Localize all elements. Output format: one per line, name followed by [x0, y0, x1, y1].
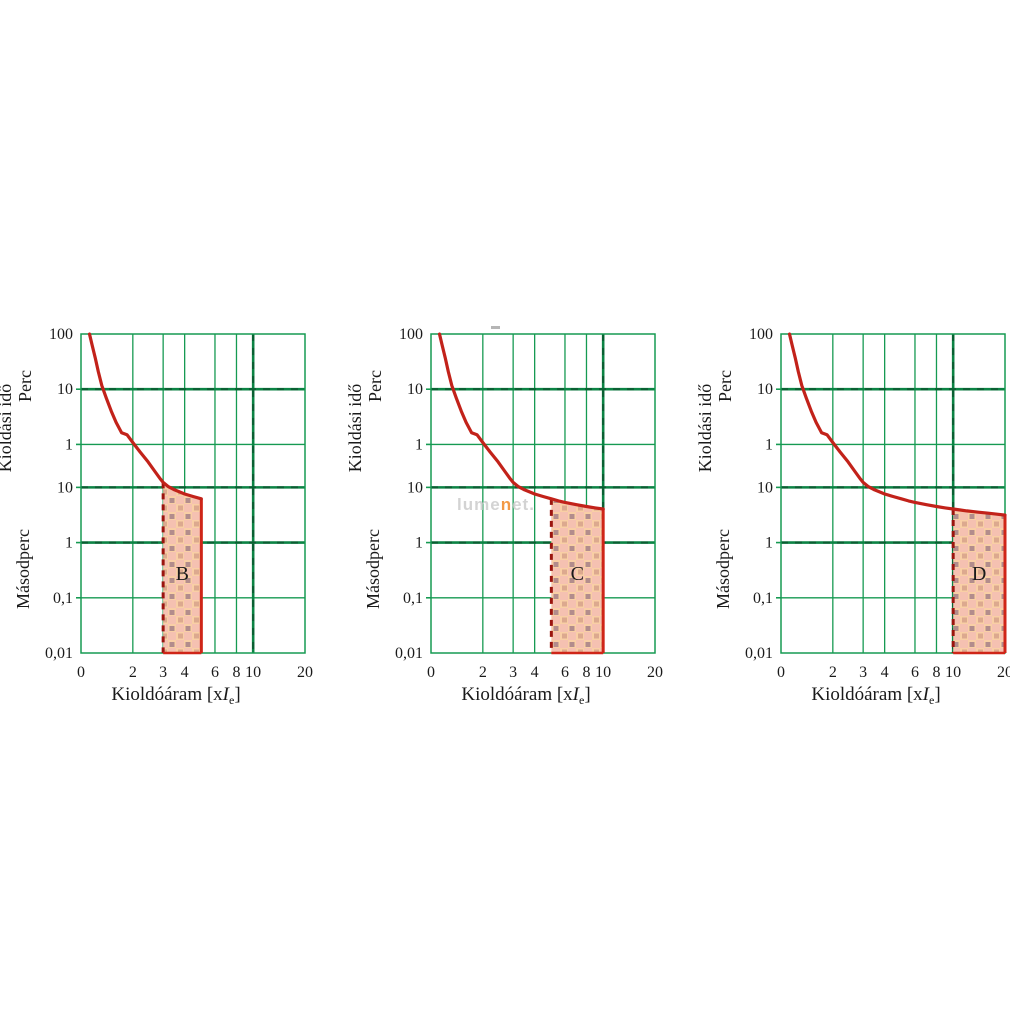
x-tick-label: 2: [479, 664, 487, 681]
y-tick-label: 0,01: [745, 645, 773, 662]
x-tick-label: 3: [509, 664, 517, 681]
x-tick-label: 20: [647, 664, 663, 681]
y-axis-unit-seconds: Másodperc: [713, 529, 733, 609]
y-tick-label: 0,1: [753, 590, 773, 607]
y-axis-unit-minutes: Perc: [365, 370, 385, 402]
y-tick-label: 1: [765, 436, 773, 453]
x-tick-label: 20: [997, 664, 1010, 681]
y-tick-label: 10: [57, 479, 73, 496]
tolerance-band: [953, 509, 1005, 653]
x-tick-label: 3: [159, 664, 167, 681]
y-tick-label: 100: [49, 326, 73, 343]
y-axis-title: Kioldási idő: [345, 384, 365, 473]
trip-curve: [437, 332, 605, 511]
watermark-text-highlight: n: [500, 495, 513, 514]
x-tick-label: 0: [77, 664, 85, 681]
band-label: C: [571, 563, 584, 585]
x-tick-label: 10: [945, 664, 961, 681]
y-tick-label: 10: [57, 381, 73, 398]
chart-B: B 0 2 3 4 6 8 10 20 100 10 1 10 1 0,1 0,01 Kioldóáram [x…: [0, 326, 313, 707]
y-tick-label: 1: [765, 535, 773, 552]
x-tick-label: 0: [777, 664, 785, 681]
x-tick-label: 0: [427, 664, 435, 681]
y-tick-label: 10: [407, 479, 423, 496]
x-tick-label: 6: [561, 664, 569, 681]
x-tick-label: 10: [595, 664, 611, 681]
tolerance-band: [551, 498, 604, 653]
chart-D: D 0 2 3 4 6 8 10 20 100 10 1 10 1 0,1 0,01 Kioldóáram [x…: [695, 326, 1010, 707]
x-axis-title: Kioldóáram [xIe]: [461, 684, 590, 707]
y-tick-label: 1: [65, 535, 73, 552]
scan-artifact-dash: [491, 326, 500, 329]
watermark-text-before: lume: [457, 495, 501, 514]
x-tick-label: 20: [297, 664, 313, 681]
x-tick-label: 2: [829, 664, 837, 681]
y-tick-label: 10: [757, 479, 773, 496]
y-tick-label: 1: [415, 436, 423, 453]
y-axis-title: Kioldási idő: [0, 384, 15, 473]
watermark: lumenet.: [457, 495, 535, 515]
x-tick-label: 4: [881, 664, 889, 681]
watermark-text-after: et.: [512, 495, 535, 514]
x-tick-label: 8: [232, 664, 240, 681]
x-tick-label: 3: [859, 664, 867, 681]
x-tick-label: 6: [211, 664, 219, 681]
y-tick-label: 1: [65, 436, 73, 453]
x-tick-label: 4: [181, 664, 189, 681]
y-axis-title: Kioldási idő: [695, 384, 715, 473]
trip-curve: [787, 332, 1007, 517]
band-label: B: [176, 563, 189, 585]
x-axis-title: Kioldóáram [xIe]: [811, 684, 940, 707]
y-axis-unit-seconds: Másodperc: [13, 529, 33, 609]
y-tick-label: 0,1: [403, 590, 423, 607]
y-tick-label: 0,01: [395, 645, 423, 662]
x-tick-label: 4: [531, 664, 539, 681]
y-tick-label: 0,1: [53, 590, 73, 607]
y-tick-label: 100: [749, 326, 773, 343]
y-tick-label: 1: [415, 535, 423, 552]
y-tick-label: 10: [757, 381, 773, 398]
plot-border: [780, 333, 1006, 654]
tolerance-band: [163, 482, 202, 653]
plot-border: [430, 333, 656, 654]
y-axis-unit-minutes: Perc: [15, 370, 35, 402]
x-axis-title: Kioldóáram [xIe]: [111, 684, 240, 707]
y-tick-label: 0,01: [45, 645, 73, 662]
x-tick-label: 8: [582, 664, 590, 681]
x-tick-label: 6: [911, 664, 919, 681]
y-axis-unit-seconds: Másodperc: [363, 529, 383, 609]
y-tick-label: 100: [399, 326, 423, 343]
trip-curve: [87, 332, 203, 501]
x-tick-label: 2: [129, 664, 137, 681]
x-tick-label: 8: [932, 664, 940, 681]
chart-C: C 0 2 3 4 6 8 10 20 100 10 1 10 1 0,1 0,01 Kioldóáram [x…: [345, 326, 663, 707]
band-label: D: [972, 563, 986, 585]
x-tick-label: 10: [245, 664, 261, 681]
y-axis-unit-minutes: Perc: [715, 370, 735, 402]
y-tick-label: 10: [407, 381, 423, 398]
